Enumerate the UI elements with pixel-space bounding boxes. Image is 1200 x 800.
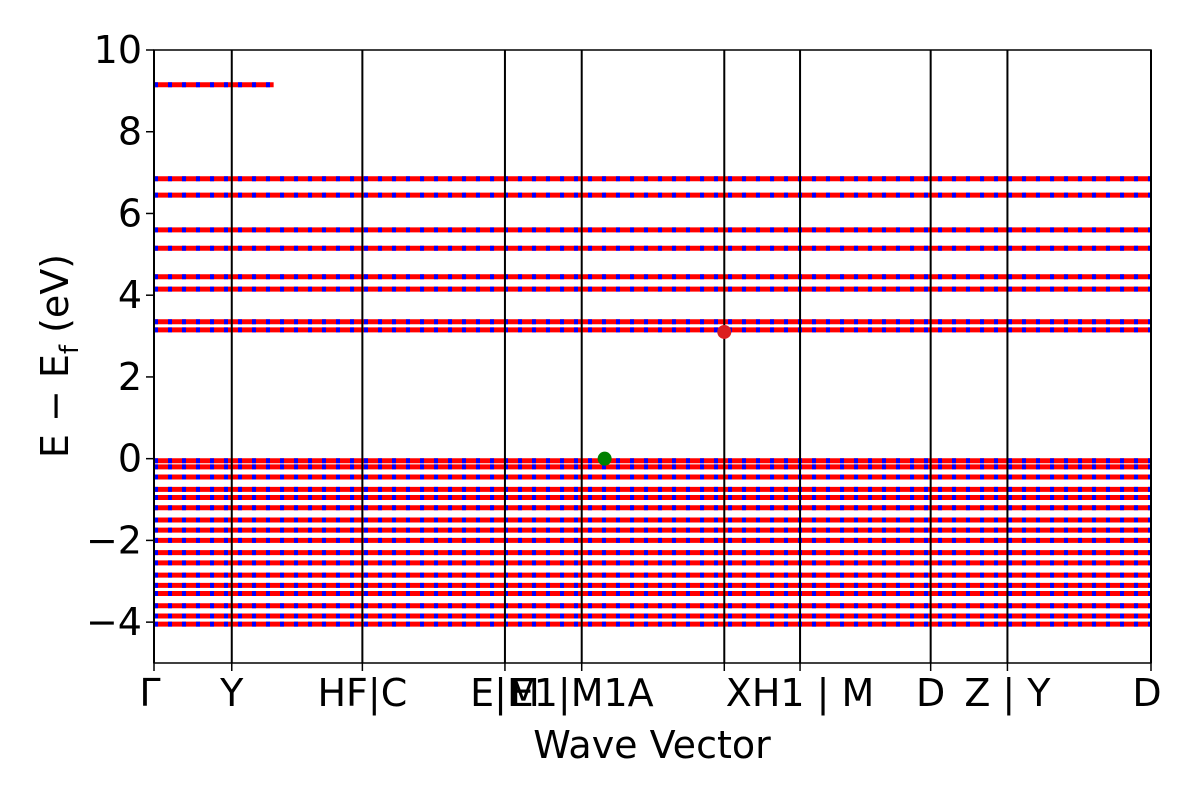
x-tick-label: E|M <box>470 671 540 716</box>
y-axis: −4 −2 0 2 4 6 8 10 <box>86 28 154 644</box>
x-tick-label: XH1 | M <box>726 671 875 716</box>
x-tick-label: E1|M1A <box>510 671 654 716</box>
y-tick-label: 4 <box>118 273 142 317</box>
x-tick-label: Γ <box>139 671 160 715</box>
y-tick-label: 8 <box>118 110 142 154</box>
kpath-lines-layer <box>153 50 1152 663</box>
plot-frame <box>153 49 1152 664</box>
y-tick-label: 10 <box>94 28 142 72</box>
markers-layer <box>597 324 732 466</box>
y-tick-label: 0 <box>118 437 142 481</box>
x-tick-label: HF|C <box>317 671 407 716</box>
y-axis-title: E − Ef (eV) <box>33 254 85 458</box>
x-axis-title: Wave Vector <box>533 723 771 767</box>
bands-layer <box>154 82 1151 627</box>
x-tick-label: D <box>1132 671 1161 715</box>
cbm-marker <box>717 324 732 339</box>
y-tick-label: −2 <box>86 518 142 562</box>
y-tick-label: −4 <box>86 600 142 644</box>
x-axis: Γ Y HF|C E|ME1|M1A XH1 | M D Z | Y D <box>139 663 1162 716</box>
x-tick-label: Y <box>219 671 244 715</box>
vbm-marker <box>597 451 612 466</box>
y-tick-label: 6 <box>118 191 142 235</box>
x-tick-label: Z | Y <box>964 671 1051 716</box>
x-tick-label: D <box>916 671 945 715</box>
y-tick-label: 2 <box>118 355 142 399</box>
